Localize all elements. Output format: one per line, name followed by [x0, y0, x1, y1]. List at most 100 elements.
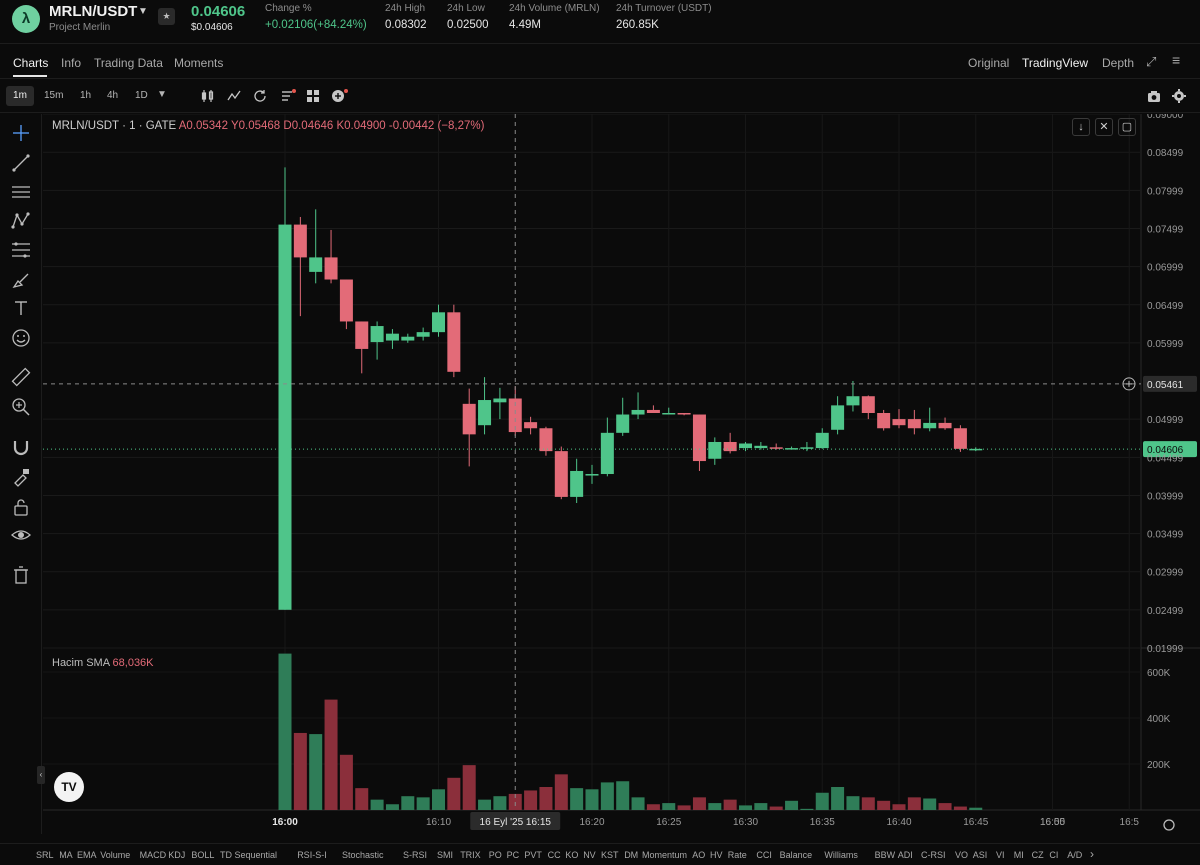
- price-tick-label: 0.08499: [1147, 148, 1184, 159]
- indicator-item[interactable]: VI: [996, 850, 1005, 860]
- favorite-star-icon[interactable]: ★: [158, 8, 175, 25]
- horizontal-lines-icon[interactable]: [11, 182, 31, 202]
- pattern-tool-icon[interactable]: [11, 211, 31, 231]
- indicator-item[interactable]: PC: [506, 850, 520, 860]
- templates-icon[interactable]: [280, 88, 296, 104]
- indicator-item[interactable]: BOLL: [191, 850, 215, 860]
- indicator-item[interactable]: S-RSI: [403, 850, 428, 860]
- indicator-item[interactable]: KO: [565, 850, 579, 860]
- volume-bar: [616, 781, 630, 810]
- indicator-item[interactable]: KST: [601, 850, 619, 860]
- maximize-icon[interactable]: ▢: [1118, 118, 1136, 136]
- tab-info[interactable]: Info: [61, 56, 82, 70]
- indicator-item[interactable]: MI: [1013, 850, 1024, 860]
- indicator-item[interactable]: Momentum: [642, 850, 688, 860]
- zoom-in-icon[interactable]: [11, 397, 31, 417]
- tab-original[interactable]: Original: [968, 56, 1010, 70]
- brush-icon[interactable]: [11, 270, 31, 290]
- chevron-right-icon[interactable]: ›: [1090, 847, 1094, 861]
- pair-selector[interactable]: MRLN/USDT: [49, 3, 138, 20]
- indicator-item[interactable]: Rate: [727, 850, 747, 860]
- candle-body: [570, 470, 584, 497]
- indicator-item[interactable]: Williams: [824, 850, 858, 860]
- indicator-item[interactable]: CCI: [756, 850, 772, 860]
- timeframe-1h[interactable]: 1h: [80, 90, 92, 101]
- indicator-bar: SRL MA EMA Volume MACD KDJ BOLL TD Sequential RS…: [0, 843, 1200, 865]
- indicator-item[interactable]: SRL: [36, 850, 54, 860]
- indicator-item[interactable]: NV: [583, 850, 596, 860]
- add-alert-icon[interactable]: [1122, 377, 1136, 391]
- tab-tradingview[interactable]: TradingView: [1022, 56, 1089, 70]
- indicator-item[interactable]: C-RSI: [921, 850, 946, 860]
- time-tick-label: 16:45: [963, 817, 988, 828]
- indicator-item[interactable]: PO: [488, 850, 502, 860]
- timeframe-1d[interactable]: 1D: [135, 90, 148, 101]
- arrow-down-icon[interactable]: ↓: [1072, 118, 1090, 136]
- trash-icon[interactable]: [11, 565, 31, 585]
- chevron-left-icon[interactable]: ‹: [37, 766, 45, 784]
- indicator-item[interactable]: ASI: [972, 850, 988, 860]
- axis-settings-icon[interactable]: [1163, 819, 1175, 831]
- indicator-item[interactable]: Balance: [779, 850, 813, 860]
- visibility-eye-icon[interactable]: [11, 525, 31, 545]
- tab-moments[interactable]: Moments: [174, 56, 224, 70]
- collapse-icon[interactable]: ✕: [1095, 118, 1113, 136]
- indicator-item[interactable]: A/D: [1067, 850, 1083, 860]
- emoji-icon[interactable]: [11, 328, 31, 348]
- tab-charts[interactable]: Charts: [13, 56, 49, 70]
- indicator-item[interactable]: CZ: [1031, 850, 1044, 860]
- indicator-item[interactable]: BBW: [874, 850, 896, 860]
- indicator-item[interactable]: TD Sequential: [220, 850, 278, 860]
- candle-body: [907, 419, 921, 429]
- camera-icon[interactable]: [1146, 88, 1162, 104]
- candle-body: [800, 447, 814, 449]
- crosshair-icon[interactable]: [11, 123, 31, 143]
- fib-tool-icon[interactable]: [11, 240, 31, 260]
- indicator-item[interactable]: VO: [955, 850, 969, 860]
- indicator-item[interactable]: TRIX: [460, 850, 481, 860]
- stat-turnover-value: 260.85K: [616, 19, 659, 31]
- lock-drawing-icon[interactable]: [11, 467, 31, 487]
- chevron-down-icon[interactable]: ▼: [138, 6, 148, 17]
- ruler-icon[interactable]: [11, 367, 31, 387]
- indicator-item[interactable]: HV: [710, 850, 723, 860]
- crosshair-price-badge: [1143, 375, 1197, 392]
- indicator-item[interactable]: ADI: [897, 850, 913, 860]
- stat-low-value: 0.02500: [447, 19, 489, 31]
- indicator-item[interactable]: SMI: [437, 850, 454, 860]
- menu-icon[interactable]: ≡: [1172, 52, 1181, 68]
- trend-line-icon[interactable]: [11, 153, 31, 173]
- add-indicator-icon[interactable]: [331, 88, 348, 104]
- chevron-down-icon[interactable]: ▼: [157, 89, 167, 100]
- indicator-item[interactable]: AO: [692, 850, 706, 860]
- settings-gear-icon[interactable]: [1171, 88, 1187, 104]
- indicator-item[interactable]: Stochastic: [342, 850, 384, 860]
- refresh-icon[interactable]: [252, 88, 268, 104]
- text-tool-icon[interactable]: [11, 298, 31, 318]
- indicators-icon[interactable]: [226, 88, 242, 104]
- indicator-item[interactable]: MACD: [139, 850, 167, 860]
- layout-grid-icon[interactable]: [305, 88, 321, 104]
- indicator-item[interactable]: EMA: [77, 850, 97, 860]
- timeframe-4h[interactable]: 4h: [107, 90, 119, 101]
- timeframe-15m[interactable]: 15m: [44, 90, 64, 101]
- indicator-item[interactable]: CI: [1049, 850, 1059, 860]
- candle-type-icon[interactable]: [200, 88, 216, 104]
- time-tick-label: 16:30: [733, 817, 758, 828]
- indicator-item[interactable]: PVT: [524, 850, 542, 860]
- unlock-icon[interactable]: [11, 497, 31, 517]
- tab-depth[interactable]: Depth: [1102, 56, 1135, 70]
- indicator-item[interactable]: MA: [59, 850, 73, 860]
- indicator-item[interactable]: RSI-S-I: [297, 850, 327, 860]
- indicator-item[interactable]: KDJ: [168, 850, 186, 860]
- tab-trading-data[interactable]: Trading Data: [94, 56, 163, 70]
- volume-bar: [907, 797, 921, 810]
- indicator-item[interactable]: DM: [624, 850, 639, 860]
- timeframe-1m[interactable]: 1m: [6, 86, 34, 106]
- volume-bar: [708, 803, 722, 810]
- indicator-item[interactable]: Volume: [100, 850, 131, 860]
- fullscreen-icon[interactable]: ⤢: [1146, 54, 1157, 69]
- indicator-item[interactable]: CC: [547, 850, 561, 860]
- magnet-icon[interactable]: [11, 437, 31, 457]
